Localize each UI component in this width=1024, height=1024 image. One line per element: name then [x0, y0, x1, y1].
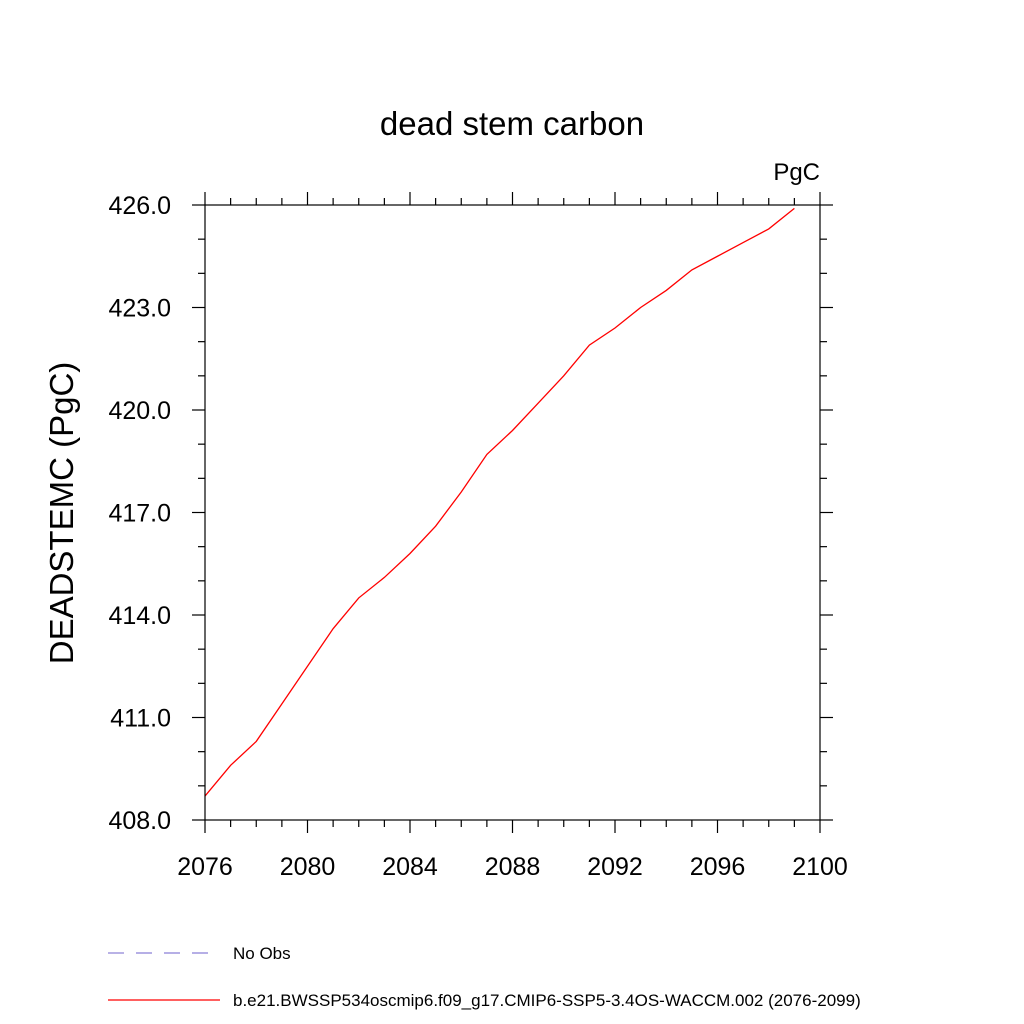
y-tick-label: 423.0: [108, 295, 171, 323]
chart-title: dead stem carbon: [380, 105, 644, 142]
legend-label-no-obs: No Obs: [233, 944, 291, 963]
y-tick-label: 417.0: [108, 500, 171, 528]
y-tick-label: 408.0: [108, 807, 171, 835]
y-tick-label: 426.0: [108, 192, 171, 220]
x-tick-labels: 2076 2080 2084 2088 2092 2096 2100: [177, 853, 848, 881]
x-tick-label: 2100: [792, 853, 848, 881]
plot-frame: [204, 204, 821, 821]
series-lines: [204, 207, 795, 797]
x-tick-label: 2096: [690, 853, 746, 881]
y-axis-label: DEADSTEMC (PgC): [43, 362, 80, 665]
x-tick-label: 2092: [587, 853, 643, 881]
units-label: PgC: [773, 159, 820, 186]
x-tick-label: 2088: [485, 853, 541, 881]
legend-label-model-run: b.e21.BWSSP534oscmip6.f09_g17.CMIP6-SSP5…: [233, 991, 861, 1010]
axis-ticks: [192, 192, 833, 833]
legend: No Obs b.e21.BWSSP534oscmip6.f09_g17.CMI…: [108, 944, 861, 1010]
y-tick-labels: 408.0 411.0 414.0 417.0 420.0 423.0 426.0: [108, 192, 171, 835]
y-tick-label: 420.0: [108, 397, 171, 425]
x-tick-label: 2080: [280, 853, 336, 881]
y-tick-label: 411.0: [110, 705, 171, 733]
x-tick-label: 2084: [382, 853, 438, 881]
x-tick-label: 2076: [177, 853, 233, 881]
y-tick-label: 414.0: [108, 602, 171, 630]
series-line-0: [204, 207, 795, 797]
